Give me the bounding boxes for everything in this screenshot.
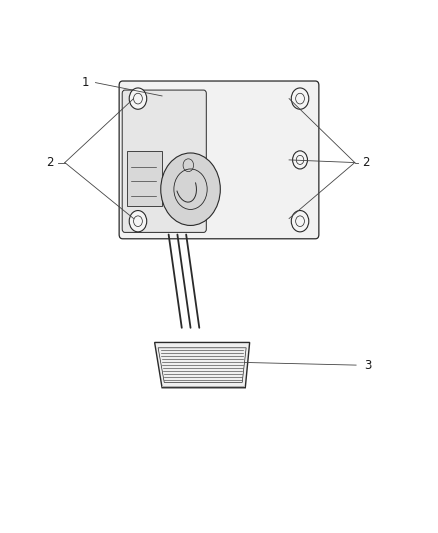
FancyBboxPatch shape — [127, 151, 162, 206]
Text: 3: 3 — [364, 359, 371, 372]
Circle shape — [129, 88, 147, 109]
Circle shape — [161, 153, 220, 225]
Circle shape — [291, 211, 309, 232]
FancyBboxPatch shape — [122, 90, 206, 232]
Circle shape — [129, 211, 147, 232]
Text: 2: 2 — [362, 156, 370, 169]
FancyBboxPatch shape — [119, 81, 319, 239]
Circle shape — [291, 88, 309, 109]
Text: 2: 2 — [46, 156, 54, 169]
Circle shape — [293, 151, 307, 169]
Polygon shape — [155, 343, 250, 388]
Text: 1: 1 — [81, 76, 89, 89]
